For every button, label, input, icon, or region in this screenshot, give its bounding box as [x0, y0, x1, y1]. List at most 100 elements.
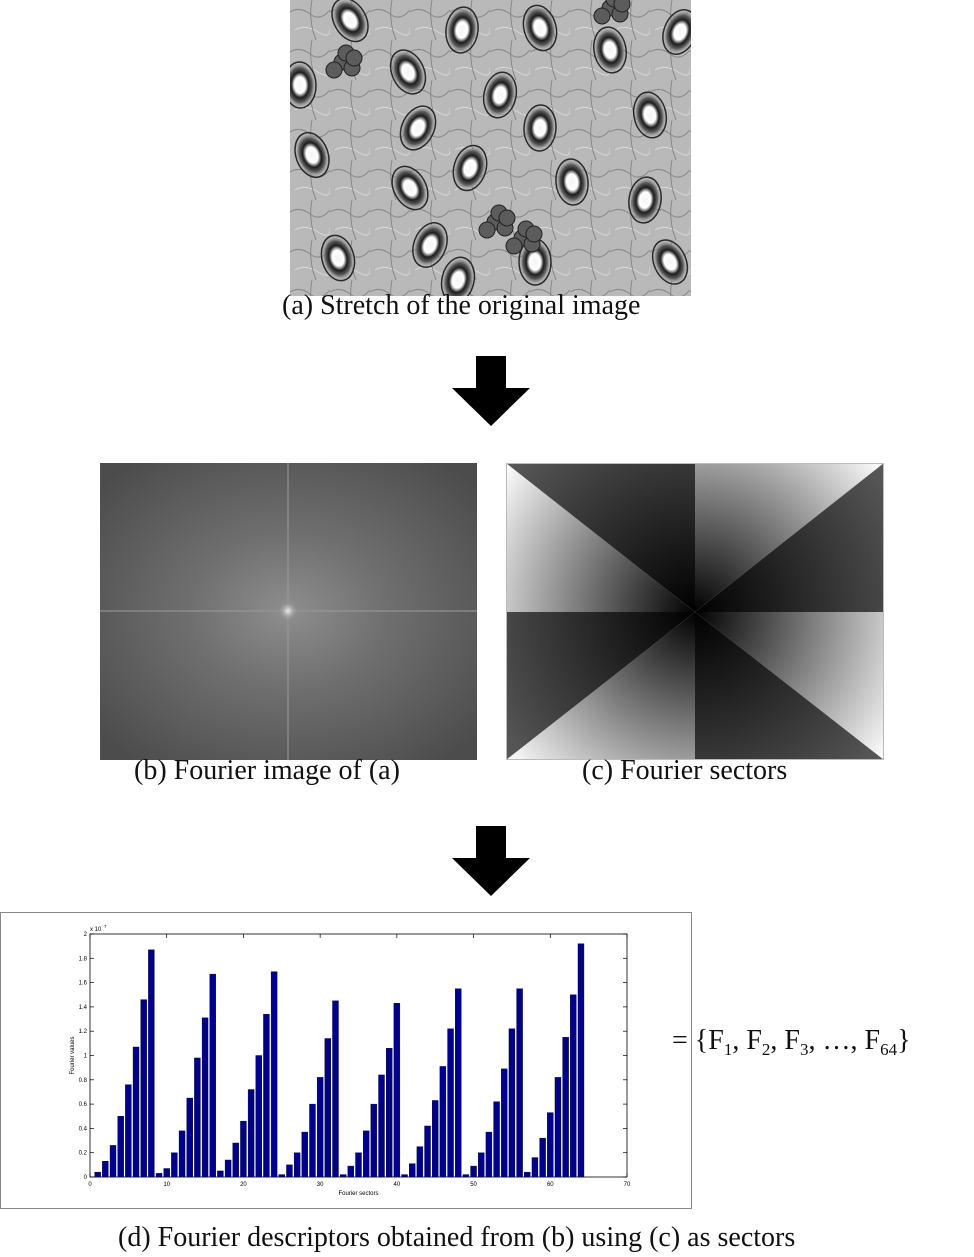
- down-arrow-icon: [452, 356, 530, 426]
- y-tick-label: 2: [84, 932, 88, 938]
- y-tick-label: 1: [84, 1054, 88, 1060]
- bar: [385, 1048, 393, 1178]
- bar: [286, 1164, 293, 1178]
- bar: [455, 988, 462, 1178]
- down-arrow-icon: [452, 826, 530, 896]
- bar: [255, 1055, 262, 1178]
- bar: [393, 1003, 401, 1178]
- bar: [562, 1037, 569, 1178]
- bar: [201, 1017, 209, 1178]
- bar: [501, 1068, 508, 1178]
- x-tick-label: 0: [88, 1182, 92, 1188]
- stoma-shape: [592, 26, 628, 74]
- descriptor-formula: = {F1, F2, F3, …, F64}: [672, 1025, 911, 1059]
- caption-d: (d) Fourier descriptors obtained from (b…: [118, 1222, 796, 1253]
- y-tick-label: 0: [84, 1175, 88, 1181]
- bar: [171, 1152, 178, 1178]
- fourier-descriptor-bar-chart: 0 10 20 30 40 50 60 70 0 0.2 0.4 0.6 0.8 1 1.2 1.4 1.6 1.…: [70, 924, 631, 1197]
- bar: [293, 1152, 301, 1178]
- fourier-sectors: [506, 463, 884, 760]
- x-tick-label: 50: [470, 1182, 477, 1188]
- bar: [577, 943, 585, 1178]
- bar: [94, 1171, 101, 1178]
- y-axis-label: Fourier values: [70, 1036, 76, 1074]
- cell-cluster-shape: [613, 0, 631, 13]
- bar: [224, 1159, 232, 1178]
- stoma-shape: [294, 131, 330, 179]
- bar: [424, 1125, 431, 1178]
- bar: [370, 1103, 378, 1178]
- cell-cluster-shape: [525, 225, 543, 243]
- bar: [140, 999, 147, 1178]
- bar: [378, 1074, 385, 1178]
- bar: [347, 1165, 355, 1178]
- bar: [355, 1152, 362, 1178]
- bar: [409, 1163, 416, 1178]
- cell-cluster-shape: [498, 209, 516, 227]
- stoma-shape: [628, 176, 662, 224]
- bar: [316, 1077, 324, 1178]
- bar: [240, 1120, 247, 1178]
- stoma-shape: [440, 256, 476, 296]
- bar: [539, 1137, 546, 1178]
- plot-area: [89, 933, 628, 1178]
- stoma-shape: [452, 144, 488, 192]
- cell-cluster-shape: [478, 221, 496, 239]
- y-tick-label: 1.6: [79, 981, 88, 987]
- bar: [247, 1089, 255, 1178]
- bar: [554, 1077, 562, 1178]
- bar: [309, 1103, 316, 1178]
- bar: [324, 1038, 332, 1178]
- y-tick-label: 1.2: [79, 1029, 88, 1035]
- stoma-shape: [555, 158, 589, 206]
- caption-c: (c) Fourier sectors: [582, 755, 788, 786]
- formula-term-3: F3: [784, 1025, 809, 1059]
- bar: [132, 1046, 140, 1178]
- bar: [125, 1084, 132, 1178]
- cell-cluster-shape: [325, 61, 343, 79]
- x-tick-label: 70: [624, 1182, 631, 1188]
- formula-term-64: F64: [864, 1025, 898, 1059]
- bar: [547, 1112, 554, 1178]
- cell-cluster-shape: [505, 237, 523, 255]
- caption-a: (a) Stretch of the original image: [282, 290, 641, 321]
- bar: [263, 1013, 270, 1178]
- bar: [163, 1168, 170, 1178]
- formula-term-2: F2: [746, 1025, 771, 1059]
- fourier-image: [100, 463, 477, 760]
- y-tick-label: 1.4: [79, 1005, 88, 1011]
- bar: [178, 1130, 186, 1178]
- y-tick-label: 0.8: [79, 1078, 88, 1084]
- bar: [439, 1066, 447, 1178]
- bar: [447, 1028, 454, 1178]
- bar: [148, 949, 155, 1178]
- bar: [232, 1142, 239, 1178]
- stoma-shape: [412, 222, 448, 268]
- stoma-shape: [445, 6, 479, 54]
- bar: [339, 1174, 347, 1178]
- bar: [478, 1152, 485, 1178]
- formula-ellipsis: …: [822, 1025, 851, 1056]
- stoma-shape: [391, 165, 429, 211]
- x-axis-label: Fourier sectors: [338, 1191, 378, 1197]
- caption-b: (b) Fourier image of (a): [134, 755, 400, 786]
- stomata-micrograph: [290, 0, 691, 296]
- bar: [155, 1173, 163, 1178]
- x-tick-label: 10: [163, 1182, 170, 1188]
- stoma-shape: [522, 4, 558, 52]
- stoma-shape: [651, 239, 689, 285]
- stoma-shape: [389, 49, 427, 95]
- bar: [278, 1174, 285, 1178]
- y-tick-label: 0.6: [79, 1102, 88, 1108]
- y-multiplier-exponent: 7: [104, 924, 107, 929]
- bar: [270, 971, 278, 1178]
- x-tick-label: 30: [317, 1182, 324, 1188]
- bar: [209, 973, 216, 1178]
- bar: [401, 1174, 408, 1178]
- bar: [332, 1000, 339, 1178]
- stoma-shape: [482, 71, 518, 119]
- bar: [362, 1130, 370, 1178]
- bar: [516, 988, 523, 1178]
- stoma-shape: [320, 234, 356, 282]
- x-tick-label: 40: [394, 1182, 401, 1188]
